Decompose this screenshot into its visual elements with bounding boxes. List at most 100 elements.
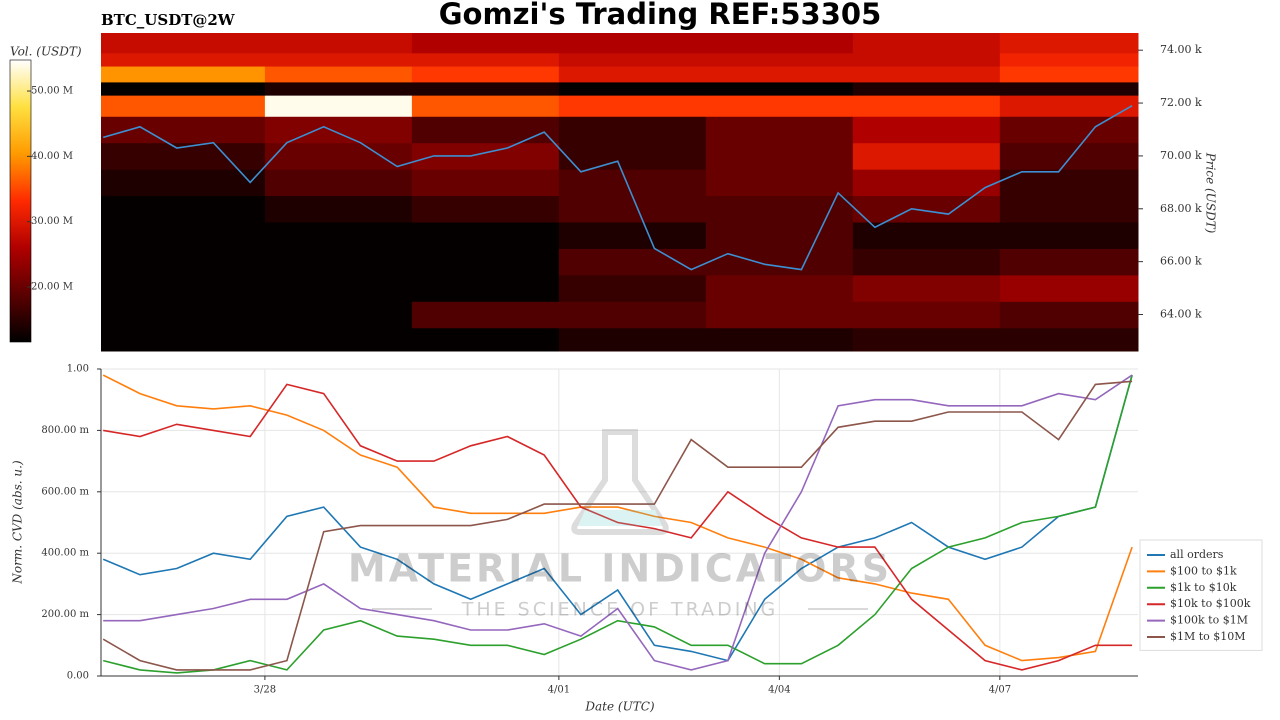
series-line (103, 374, 1133, 671)
y-tick-label: 600.00 m (41, 486, 89, 497)
heat-cell (264, 301, 413, 329)
y-axis-label: Norm. CVD (abs. u.) (11, 460, 25, 585)
y-tick-label: 70.00 k (1160, 149, 1202, 162)
heat-cell (411, 195, 560, 223)
heat-cell (264, 81, 413, 96)
heat-cell (558, 81, 707, 96)
heat-cell (411, 66, 560, 83)
heat-cell (101, 248, 266, 276)
heat-cell (101, 52, 266, 67)
y-tick-label: 72.00 k (1160, 96, 1202, 109)
x-axis-label: Date (UTC) (584, 700, 654, 714)
heat-cell (705, 327, 854, 352)
heat-cell (101, 95, 266, 117)
heat-cell (705, 195, 854, 223)
heat-cell (264, 195, 413, 223)
heat-cell (705, 66, 854, 83)
heat-cell (101, 327, 266, 352)
y-tick-label: 200.00 m (41, 609, 89, 620)
heat-cell (411, 116, 560, 144)
heat-cell (999, 222, 1139, 249)
price-line (102, 105, 1133, 271)
heat-cell (558, 327, 707, 352)
heat-cell (264, 95, 413, 117)
legend-label: $10k to $100k (1170, 597, 1251, 610)
series-line (103, 374, 1133, 674)
watermark-icon (571, 429, 669, 535)
x-tick-label: 4/04 (768, 685, 790, 696)
heat-cell (264, 169, 413, 197)
heat-cell (705, 33, 854, 54)
y-tick-label: 0.00 (67, 671, 89, 682)
colorbar-tick-label: 20.00 M (31, 281, 73, 292)
heat-cell (264, 222, 413, 249)
heat-cell (852, 274, 1001, 302)
heat-cell (558, 95, 707, 117)
series-line (103, 383, 1133, 671)
heat-cell (852, 301, 1001, 329)
heat-cell (705, 142, 854, 170)
legend-label: $1k to $10k (1170, 581, 1237, 594)
heat-cell (852, 81, 1001, 96)
heat-cell (411, 301, 560, 329)
heat-cell (852, 248, 1001, 276)
heat-cell (264, 327, 413, 352)
heat-cell (999, 248, 1139, 276)
heat-cell (558, 66, 707, 83)
heat-cell (264, 142, 413, 170)
x-tick-label: 4/07 (989, 685, 1011, 696)
heat-cell (264, 66, 413, 83)
heat-cell (852, 33, 1001, 54)
legend-label: $100 to $1k (1170, 564, 1237, 577)
y-tick-label: 400.00 m (41, 548, 89, 559)
heat-cell (999, 195, 1139, 223)
heat-cell (101, 301, 266, 329)
legend-label: $1M to $10M (1170, 630, 1246, 643)
heat-cell (264, 274, 413, 302)
heat-cell (558, 33, 707, 54)
heat-cell (264, 116, 413, 144)
legend-label: $100k to $1M (1170, 614, 1248, 627)
heat-cell (558, 274, 707, 302)
heat-cell (999, 95, 1139, 117)
heat-cell (852, 222, 1001, 249)
heat-cell (411, 81, 560, 96)
heat-cell (101, 116, 266, 144)
heat-cell (558, 301, 707, 329)
heat-cell (411, 95, 560, 117)
heat-cell (411, 33, 560, 54)
y-tick-label: 800.00 m (41, 425, 89, 436)
heat-cell (999, 142, 1139, 170)
y-tick-label: 74.00 k (1160, 43, 1202, 56)
heat-cell (411, 248, 560, 276)
heat-cell (101, 66, 266, 83)
heat-cell (705, 274, 854, 302)
heat-cell (101, 33, 266, 54)
series-line (102, 374, 1133, 662)
heat-cell (411, 222, 560, 249)
chart-subtitle: BTC_USDT@2W (101, 11, 236, 29)
x-tick-label: 3/28 (254, 685, 276, 696)
heat-cell (999, 66, 1139, 83)
heat-cell (264, 52, 413, 67)
heat-cell (852, 116, 1001, 144)
heat-cell (852, 327, 1001, 352)
heat-cell (101, 274, 266, 302)
heat-cell (101, 195, 266, 223)
heat-cell (999, 301, 1139, 329)
heat-cell (705, 248, 854, 276)
heat-cell (558, 195, 707, 223)
heat-cell (558, 142, 707, 170)
heat-cell (852, 142, 1001, 170)
heat-cell (999, 169, 1139, 197)
heat-cell (558, 52, 707, 67)
watermark-subtitle: THE SCIENCE OF TRADING (461, 599, 779, 621)
heat-cell (999, 33, 1139, 54)
heat-cell (705, 169, 854, 197)
colorbar-tick-label: 40.00 M (31, 151, 73, 162)
heat-cell (705, 116, 854, 144)
heat-cell (558, 116, 707, 144)
heat-cell (705, 52, 854, 67)
